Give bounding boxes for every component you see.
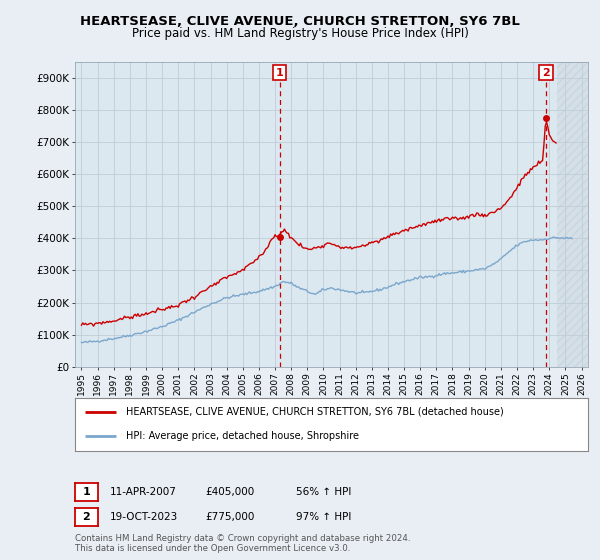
Text: HEARTSEASE, CLIVE AVENUE, CHURCH STRETTON, SY6 7BL (detached house): HEARTSEASE, CLIVE AVENUE, CHURCH STRETTO… (127, 407, 504, 417)
Text: £405,000: £405,000 (206, 487, 255, 497)
Text: Price paid vs. HM Land Registry's House Price Index (HPI): Price paid vs. HM Land Registry's House … (131, 27, 469, 40)
Bar (557, 62, 588, 367)
Text: 11-APR-2007: 11-APR-2007 (110, 487, 176, 497)
Text: 97% ↑ HPI: 97% ↑ HPI (296, 512, 351, 522)
Text: 1: 1 (275, 68, 283, 78)
Text: HPI: Average price, detached house, Shropshire: HPI: Average price, detached house, Shro… (127, 431, 359, 441)
Text: 19-OCT-2023: 19-OCT-2023 (110, 512, 178, 522)
Bar (557, 62, 588, 367)
Text: 56% ↑ HPI: 56% ↑ HPI (296, 487, 351, 497)
Text: 2: 2 (83, 512, 90, 522)
Text: 1: 1 (83, 487, 90, 497)
Text: £775,000: £775,000 (206, 512, 255, 522)
Text: Contains HM Land Registry data © Crown copyright and database right 2024.
This d: Contains HM Land Registry data © Crown c… (75, 534, 410, 553)
Text: HEARTSEASE, CLIVE AVENUE, CHURCH STRETTON, SY6 7BL: HEARTSEASE, CLIVE AVENUE, CHURCH STRETTO… (80, 15, 520, 27)
Text: 2: 2 (542, 68, 550, 78)
